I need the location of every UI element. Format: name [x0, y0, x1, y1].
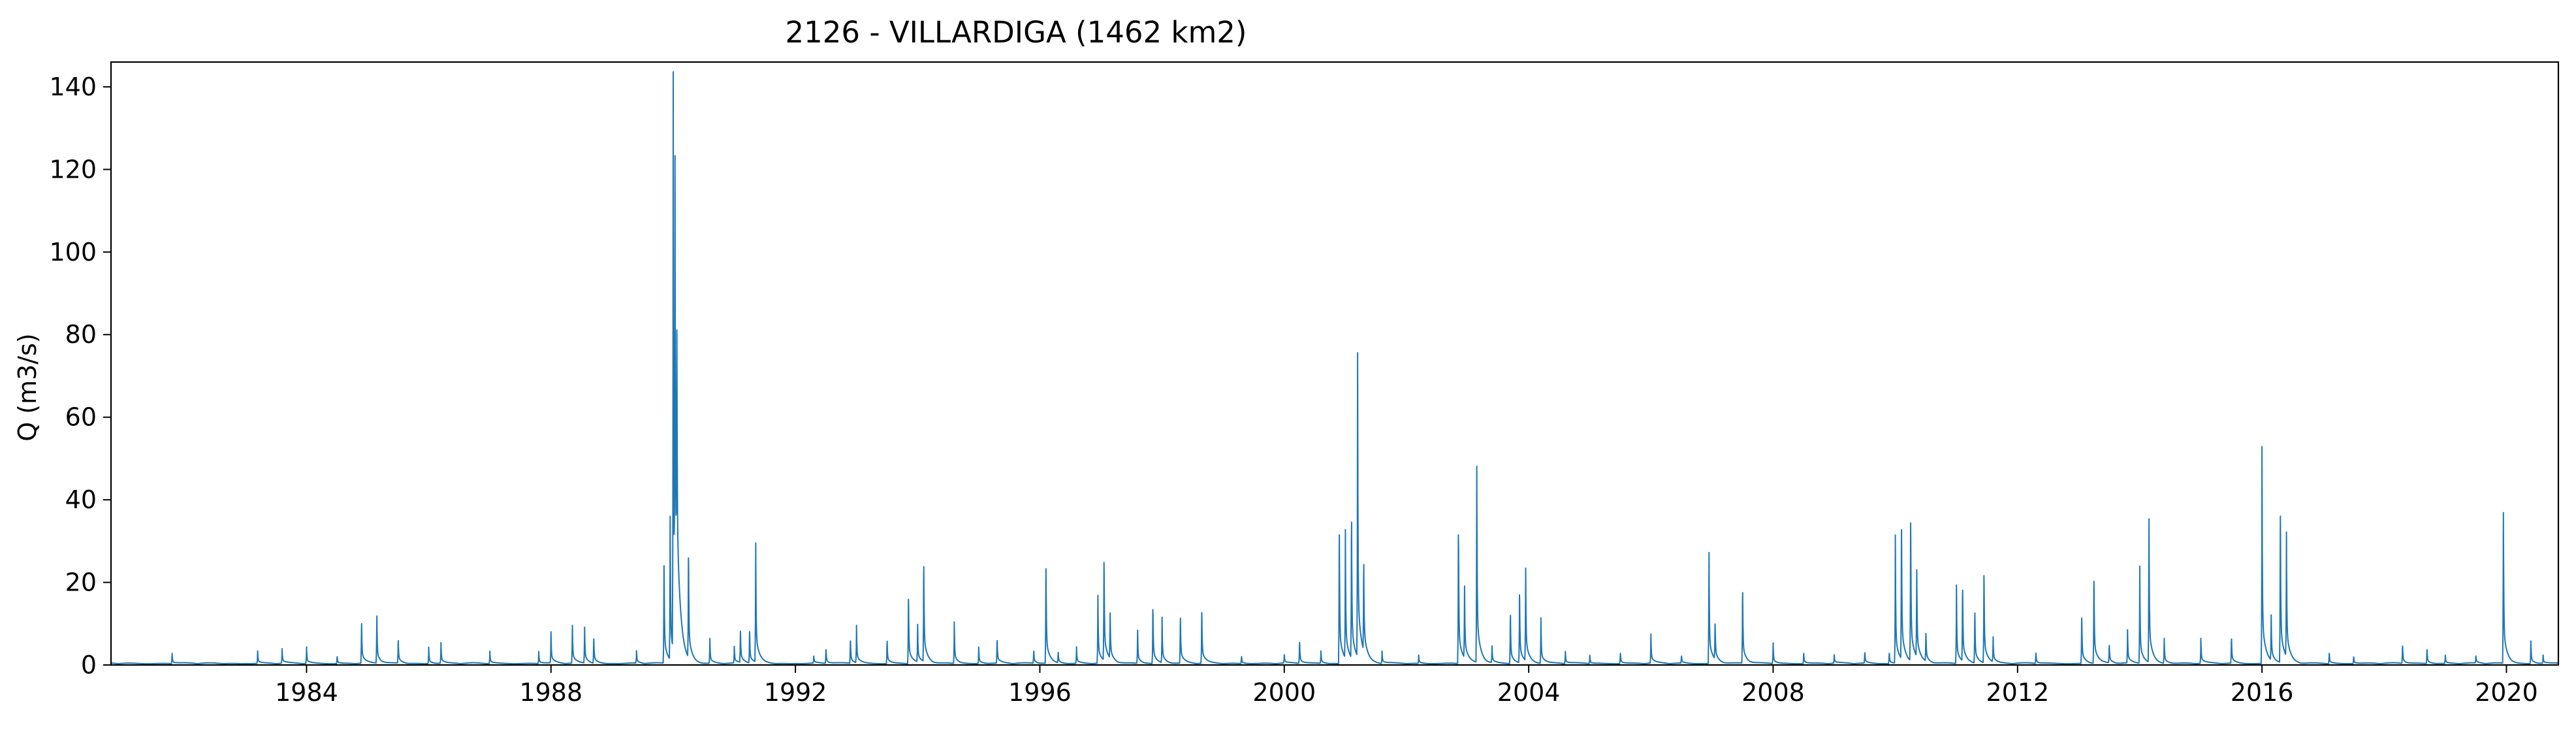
x-tick-label: 1996 [1008, 678, 1072, 707]
y-tick-label: 140 [49, 73, 97, 101]
x-tick-label: 2016 [2231, 678, 2294, 707]
flow-series-line [110, 71, 2559, 665]
x-tick-label: 1992 [764, 678, 827, 707]
y-tick-label: 100 [49, 238, 97, 267]
plot-border [110, 61, 2560, 666]
y-tick-label: 80 [65, 320, 97, 349]
plot-area [110, 61, 2560, 666]
x-tick-label: 2004 [1497, 678, 1561, 707]
y-axis: 0 20 40 60 80 100 120 140 [49, 73, 111, 679]
y-tick-label: 20 [65, 568, 97, 597]
y-tick-label: 120 [49, 155, 97, 184]
x-tick-label: 2000 [1252, 678, 1316, 707]
y-tick-label: 60 [65, 403, 97, 432]
x-tick-label: 2012 [1986, 678, 2049, 707]
plot-frame [111, 62, 2558, 665]
x-tick-label: 1988 [519, 678, 582, 707]
x-axis: 1984 1988 1992 1996 2000 2004 2008 2012 2016 2020 [275, 665, 2538, 707]
x-tick-label: 1984 [275, 678, 338, 707]
x-tick-label: 2020 [2475, 678, 2538, 707]
y-tick-label: 0 [81, 651, 97, 679]
chart-title: 2126 - VILLARDIGA (1462 km2) [786, 15, 1247, 50]
x-tick-label: 2008 [1741, 678, 1805, 707]
y-tick-label: 40 [65, 485, 97, 514]
y-axis-label: Q (m3/s) [13, 333, 42, 441]
